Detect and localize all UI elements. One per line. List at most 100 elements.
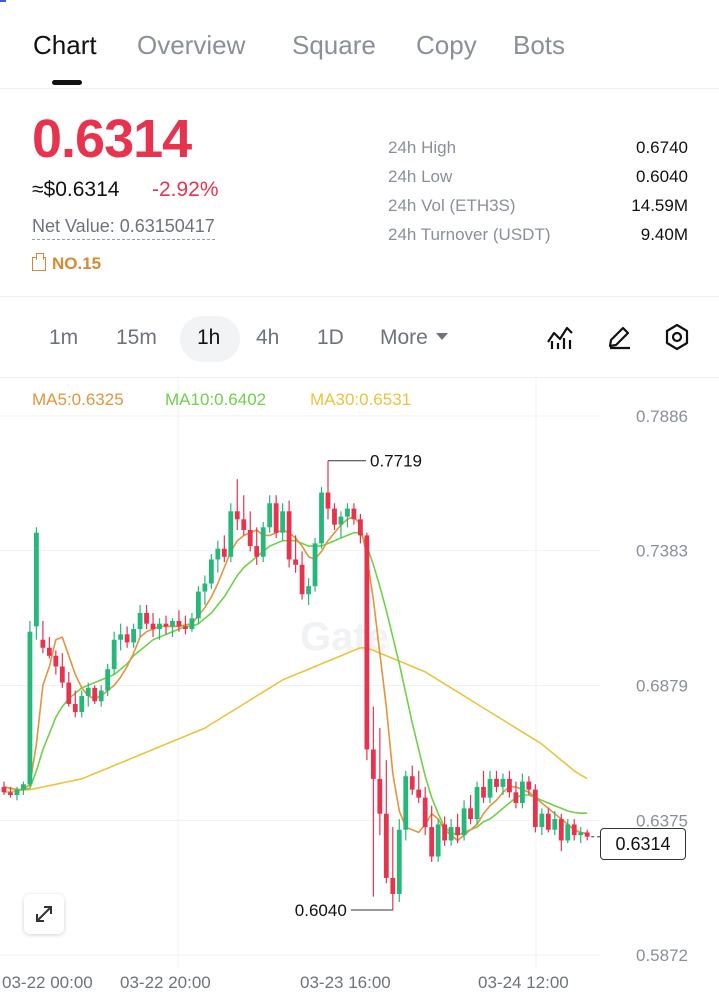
rank-badge[interactable]: NO.15 [32, 253, 101, 274]
candle [202, 575, 208, 605]
candle-body [319, 492, 324, 544]
candle-body [507, 778, 512, 793]
tab-chart[interactable]: Chart [33, 30, 97, 60]
candle-body [183, 626, 188, 630]
candle [345, 503, 350, 528]
candle [422, 786, 428, 836]
candle-body [377, 778, 383, 814]
y-tick-label: 0.6375 [636, 811, 688, 830]
candle-body [215, 548, 221, 560]
x-tick-label: 03-22 00:00 [2, 973, 93, 992]
net-value[interactable]: Net Value: 0.63150417 [32, 216, 215, 240]
candle [208, 554, 214, 589]
candle [558, 813, 564, 852]
candle [552, 811, 558, 836]
candle [228, 503, 234, 563]
indicator-icon[interactable] [545, 322, 575, 352]
current-price-tag: 0.6314 [600, 828, 686, 860]
price-change-percent: -2.92% [152, 178, 219, 201]
stat-label: 24h Vol (ETH3S) [388, 196, 516, 215]
candle-body [92, 687, 98, 702]
timeframe-4h[interactable]: 4h [256, 326, 280, 349]
stat-label: 24h Low [388, 167, 453, 186]
watermark-logo: Gate [300, 615, 389, 659]
candle [40, 621, 46, 654]
candle [14, 786, 20, 801]
candle-body [539, 813, 545, 828]
candle [286, 500, 292, 568]
candle [176, 610, 182, 632]
candle [487, 770, 493, 803]
candle-body [98, 690, 104, 702]
stat-row-high: 24h High 0.6740 [388, 138, 688, 167]
candlestick-chart[interactable]: Gate 0.7886 0.7383 0.6879 0.6375 0.5872 03-2… [0, 378, 719, 1000]
active-timeframe-pill [180, 316, 240, 362]
candle-body [202, 583, 208, 592]
candle [144, 604, 149, 630]
candle-body [176, 621, 182, 627]
candle-body [299, 564, 305, 595]
candle-body [396, 829, 402, 894]
candle-body [584, 832, 590, 837]
candle [584, 829, 590, 841]
candle-body [306, 586, 311, 595]
candle-body [442, 824, 448, 841]
x-tick-label: 03-24 12:00 [478, 973, 569, 992]
candle [481, 770, 486, 803]
candle-body [234, 511, 240, 520]
stat-value: 0.6740 [636, 138, 688, 157]
candle [442, 816, 448, 846]
candle [312, 538, 318, 592]
y-tick-label: 0.6879 [636, 677, 688, 696]
candle [461, 800, 467, 841]
candle-body [390, 877, 396, 894]
candle-body [241, 519, 247, 531]
tab-copy[interactable]: Copy [416, 30, 477, 60]
candle-body [481, 786, 486, 798]
candle-body [85, 687, 91, 696]
tab-bots[interactable]: Bots [513, 30, 566, 60]
candle-body [513, 792, 519, 803]
candle-body [170, 621, 175, 627]
tab-overview[interactable]: Overview [137, 30, 246, 60]
candle [163, 615, 169, 635]
settings-hexagon-icon[interactable] [662, 322, 692, 352]
candle [72, 690, 78, 718]
active-tab-indicator [52, 80, 82, 85]
candle [267, 495, 273, 533]
candle [273, 495, 279, 539]
tab-square[interactable]: Square [292, 30, 376, 60]
ma30-line [3, 646, 588, 794]
candle [53, 650, 59, 675]
y-tick-label: 0.7383 [636, 542, 688, 561]
timeframe-more-dropdown[interactable]: More [380, 326, 448, 350]
candle-body [260, 527, 266, 557]
candle-body [163, 623, 169, 627]
toolbar-divider [0, 377, 719, 378]
candle [221, 535, 227, 563]
candle-body [358, 519, 363, 536]
stat-row-low: 24h Low 0.6040 [388, 167, 688, 196]
timeframe-1m[interactable]: 1m [49, 326, 79, 349]
candle [247, 511, 253, 552]
candle [46, 637, 52, 659]
candle-body [118, 634, 124, 640]
candle [370, 706, 376, 897]
timeframe-1h[interactable]: 1h [197, 326, 221, 349]
timeframe-15m[interactable]: 15m [116, 326, 157, 349]
draw-pen-icon[interactable] [604, 322, 634, 352]
candle [137, 604, 143, 638]
y-tick-label: 0.7886 [636, 407, 688, 426]
timeframe-1d[interactable]: 1D [317, 326, 344, 349]
stat-row-turnover: 24h Turnover (USDT) 9.40M [388, 225, 688, 254]
candle [494, 770, 499, 793]
candle [59, 653, 65, 688]
candle-body [370, 749, 376, 779]
fullscreen-button[interactable] [24, 894, 64, 934]
candle [124, 626, 130, 648]
candle-body [332, 508, 337, 525]
stats-panel: 24h High 0.6740 24h Low 0.6040 24h Vol (… [388, 138, 688, 254]
candle [396, 819, 402, 903]
candle-body [325, 492, 331, 509]
candle [520, 773, 525, 809]
